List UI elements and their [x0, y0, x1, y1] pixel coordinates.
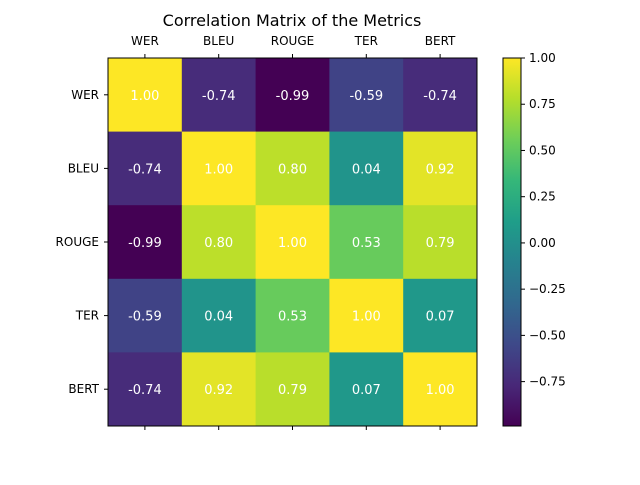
x-tick-label: ROUGE	[271, 34, 314, 48]
heatmap-cell	[403, 205, 478, 280]
colorbar-gradient	[502, 57, 522, 427]
heatmap-cell	[108, 278, 183, 353]
heatmap-axes: WER WER BLEU BLEU ROUGE ROUGE TER TER BERT BERT	[56, 34, 478, 430]
cell-value-label: 0.07	[426, 310, 455, 325]
heatmap-cell	[255, 58, 330, 132]
y-tick-label: BERT	[68, 382, 99, 396]
heatmap-cell	[255, 131, 330, 206]
colorbar-tick-label: 0.75	[529, 97, 556, 111]
cell-value-label: 0.92	[204, 383, 233, 398]
colorbar-tick-label: 0.00	[529, 236, 556, 250]
heatmap-cell	[255, 352, 330, 427]
heatmap-cell	[329, 352, 404, 427]
cell-value-label: 0.04	[352, 162, 381, 177]
y-tick-label: WER	[71, 88, 99, 102]
cell-value-label: -0.74	[423, 89, 457, 104]
cell-value-label: 0.53	[352, 236, 381, 251]
colorbar-tick-label: 0.25	[529, 190, 556, 204]
colorbar-tick-label: −0.75	[529, 375, 566, 389]
y-tick-label: TER	[75, 309, 99, 323]
colorbar-tick-label: 0.50	[529, 143, 556, 157]
colorbar-tick-label: −0.50	[529, 328, 566, 342]
cell-value-label: -0.99	[128, 236, 162, 251]
heatmap-cell	[108, 352, 183, 427]
x-tick-label: WER	[131, 34, 159, 48]
x-tick-label: BLEU	[203, 34, 234, 48]
cell-value-label: 1.00	[278, 236, 307, 251]
cell-value-label: 1.00	[352, 310, 381, 325]
y-tick-label: BLEU	[68, 161, 99, 175]
cell-value-label: -0.74	[202, 89, 236, 104]
cell-value-label: -0.59	[128, 310, 162, 325]
x-tick-label: TER	[354, 34, 378, 48]
heatmap-cell	[108, 131, 183, 206]
heatmap-cell	[181, 58, 256, 132]
chart-title: Correlation Matrix of the Metrics	[163, 11, 422, 30]
heatmap-cell	[181, 352, 256, 427]
y-tick-label: ROUGE	[56, 235, 99, 249]
cell-value-label: -0.74	[128, 383, 162, 398]
heatmap-cell	[255, 205, 330, 280]
heatmap-cell	[329, 278, 404, 353]
colorbar-tick-label: −0.25	[529, 282, 566, 296]
cell-value-label: -0.99	[276, 89, 310, 104]
cell-value-label: 0.53	[278, 310, 307, 325]
heatmap-cell	[403, 131, 478, 206]
heatmap-cell	[403, 352, 478, 427]
heatmap-cell	[329, 131, 404, 206]
cell-value-label: 0.79	[426, 236, 455, 251]
cell-value-label: 0.92	[426, 162, 455, 177]
cell-value-label: -0.74	[128, 162, 162, 177]
cell-value-label: 0.80	[204, 236, 233, 251]
cell-value-label: 1.00	[130, 89, 159, 104]
heatmap-cell	[329, 205, 404, 280]
cell-value-label: 1.00	[204, 162, 233, 177]
heatmap-cells	[108, 58, 478, 427]
cell-value-label: -0.59	[349, 89, 383, 104]
colorbar-tick-label: 1.00	[529, 51, 556, 65]
cell-value-label: 0.80	[278, 162, 307, 177]
heatmap-cell	[403, 58, 478, 132]
heatmap-cell	[108, 205, 183, 280]
x-tick-label: BERT	[425, 34, 456, 48]
heatmap-cell	[181, 205, 256, 280]
cell-value-label: 0.79	[278, 383, 307, 398]
heatmap-cell	[181, 131, 256, 206]
heatmap-cell	[403, 278, 478, 353]
heatmap-cell	[329, 58, 404, 132]
heatmap-annotations: 1.00 -0.74 -0.99 -0.59 -0.74 -0.74 1.00 0.80 0.0…	[128, 89, 457, 398]
cell-value-label: 1.00	[426, 383, 455, 398]
cell-value-label: 0.04	[204, 310, 233, 325]
heatmap-cell	[255, 278, 330, 353]
heatmap-cell	[181, 278, 256, 353]
colorbar: 1.00 0.75 0.50 0.25 0.00 −0.25 −0.50 −0.75	[502, 51, 566, 427]
heatmap-cell	[108, 58, 183, 132]
cell-value-label: 0.07	[352, 383, 381, 398]
